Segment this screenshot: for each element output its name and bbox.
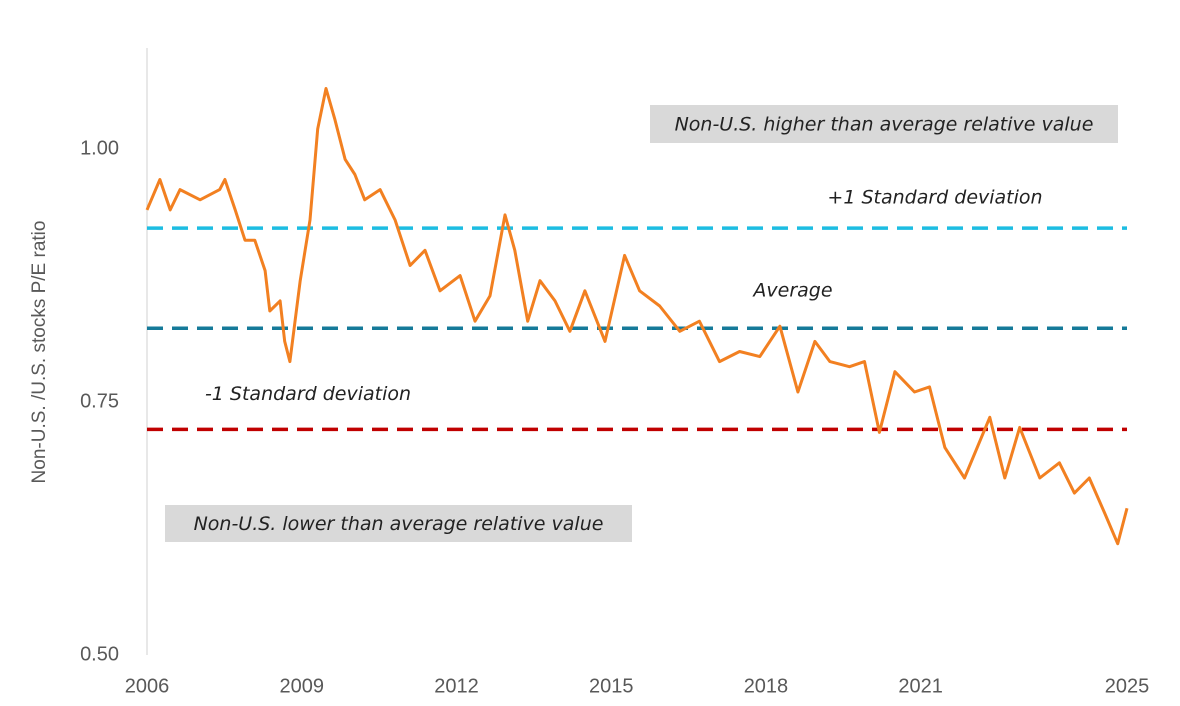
annotation: Non-U.S. higher than average relative va…: [675, 114, 1094, 136]
annotation-box: [165, 505, 632, 542]
x-tick-label: 2018: [744, 675, 789, 697]
reference-label: -1 Standard deviation: [205, 383, 411, 405]
x-tick-label: 2012: [434, 675, 479, 697]
annotation: Non-U.S. lower than average relative val…: [194, 513, 604, 535]
y-tick-label: 1.00: [80, 137, 119, 159]
x-tick-label: 2009: [279, 675, 324, 697]
series-line: [145, 87, 1129, 546]
x-tick-label: 2021: [898, 675, 943, 697]
x-tick-label: 2025: [1105, 675, 1150, 697]
reference-label: Average: [751, 280, 832, 302]
annotation-box: [650, 105, 1118, 143]
y-axis-label: Non-U.S. /U.S. stocks P/E ratio: [29, 221, 50, 484]
reference-label: +1 Standard deviation: [827, 187, 1042, 209]
y-tick-label: 0.75: [80, 390, 119, 412]
x-tick-label: 2006: [125, 675, 170, 697]
x-tick-label: 2015: [589, 675, 634, 697]
y-tick-label: 0.50: [80, 643, 119, 665]
